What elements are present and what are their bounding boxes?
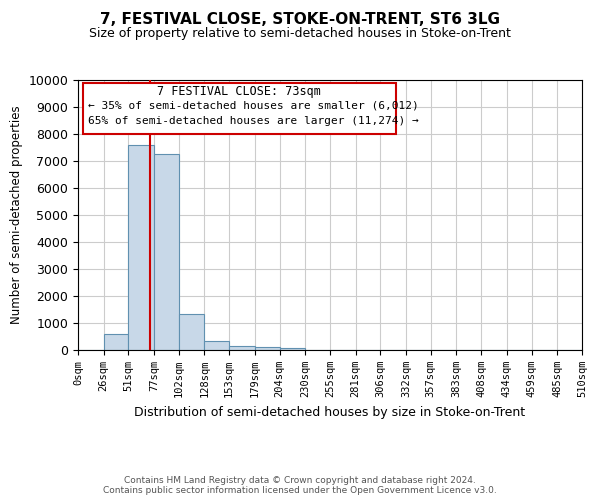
Bar (128, 145, 154, 350)
Bar (255, 348, 280, 350)
Text: 7 FESTIVAL CLOSE: 73sqm: 7 FESTIVAL CLOSE: 73sqm (157, 86, 321, 98)
Text: 65% of semi-detached houses are larger (11,274) →: 65% of semi-detached houses are larger (… (88, 116, 419, 126)
Bar (104, 334, 128, 350)
Bar (205, 340, 229, 350)
FancyBboxPatch shape (83, 82, 395, 134)
Y-axis label: Number of semi-detached properties: Number of semi-detached properties (10, 106, 23, 324)
Text: Size of property relative to semi-detached houses in Stoke-on-Trent: Size of property relative to semi-detach… (89, 28, 511, 40)
Text: ← 35% of semi-detached houses are smaller (6,012): ← 35% of semi-detached houses are smalle… (88, 100, 419, 110)
Bar (229, 346, 255, 350)
X-axis label: Distribution of semi-detached houses by size in Stoke-on-Trent: Distribution of semi-detached houses by … (134, 406, 526, 418)
Bar (154, 154, 179, 350)
Text: Contains HM Land Registry data © Crown copyright and database right 2024.
Contai: Contains HM Land Registry data © Crown c… (103, 476, 497, 495)
Bar (280, 348, 305, 350)
Text: 7, FESTIVAL CLOSE, STOKE-ON-TRENT, ST6 3LG: 7, FESTIVAL CLOSE, STOKE-ON-TRENT, ST6 3… (100, 12, 500, 28)
Bar (179, 314, 205, 350)
